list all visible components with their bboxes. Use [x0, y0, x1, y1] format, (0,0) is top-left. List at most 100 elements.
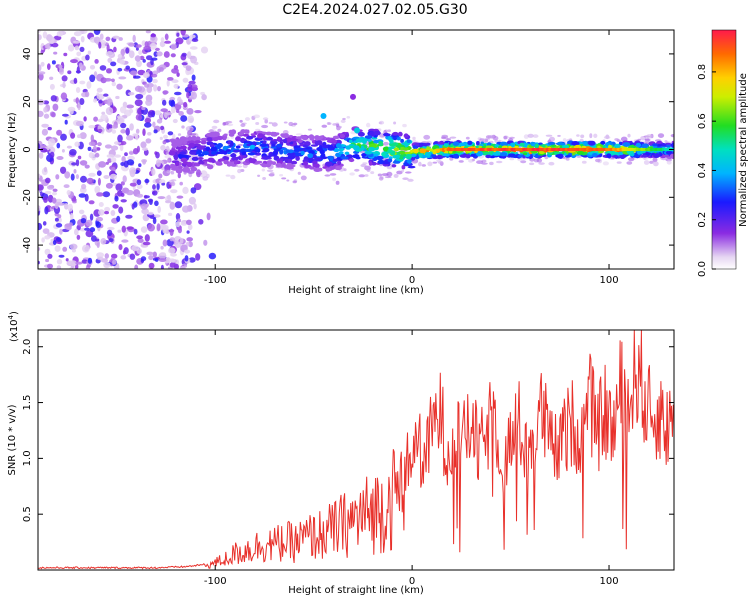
heatmap-ridge-cell [406, 139, 411, 144]
heatmap-noise-cell [90, 134, 95, 143]
heatmap-noise-cell [98, 209, 105, 216]
heatmap-noise-cell [142, 159, 147, 165]
heatmap-halo-cell [360, 163, 367, 168]
heatmap-noise-cell [156, 51, 163, 57]
heatmap-noise-cell [116, 83, 123, 90]
heatmap-ridge-cell [608, 144, 612, 149]
heatmap-noise-cell [141, 106, 146, 111]
heatmap-noise-cell [75, 159, 80, 167]
heatmap-ridge-cell [393, 147, 400, 152]
heatmap-noise-cell [121, 239, 129, 243]
heatmap-ridge-cell [391, 132, 399, 136]
heatmap-noise-cell [142, 147, 148, 151]
heatmap-noise-cell [128, 92, 135, 96]
heatmap-noise-cell [74, 141, 80, 147]
heatmap-halo-cell [213, 119, 220, 124]
heatmap-ridge-cell [315, 140, 323, 146]
heatmap-blob [320, 113, 327, 119]
heatmap-noise-cell [129, 182, 137, 187]
heatmap-ridge-cell [271, 132, 278, 137]
colorbar-tick-label: 0.8 [697, 64, 708, 80]
heatmap-noise-cell [96, 252, 104, 258]
heatmap-noise-cell [153, 129, 158, 134]
heatmap-halo-cell [332, 177, 336, 182]
heatmap-noise-cell [166, 194, 171, 200]
heatmap-halo-cell [202, 176, 209, 181]
heatmap-noise-cell [181, 52, 187, 57]
heatmap-noise-cell [50, 95, 57, 102]
heatmap-noise-cell [104, 144, 112, 149]
heatmap-halo-cell [337, 125, 342, 129]
heatmap-noise-cell [201, 94, 207, 101]
heatmap-halo-cell [168, 182, 174, 185]
heatmap-ridge-cell [352, 154, 360, 159]
heatmap-noise-cell [148, 255, 154, 261]
heatmap-ridge-cell [259, 143, 268, 147]
heatmap-ridge-cell [364, 150, 373, 155]
heatmap-noise-cell [189, 46, 198, 50]
heatmap-noise-cell [41, 237, 45, 243]
heatmap-noise-cell [96, 256, 104, 261]
heatmap-halo-cell [237, 143, 244, 147]
heatmap-ridge-cell [353, 145, 360, 151]
heatmap-noise-cell [94, 59, 99, 64]
heatmap-noise-cell [69, 260, 77, 267]
heatmap-noise-cell [159, 41, 166, 48]
heatmap-ridge-cell [307, 153, 314, 159]
colorbar-tick-label: 0.4 [697, 162, 708, 178]
heatmap-noise-cell [59, 67, 64, 75]
heatmap-halo-cell [602, 161, 610, 166]
heatmap-halo-cell [252, 155, 258, 158]
heatmap-noise-cell [126, 135, 134, 141]
heatmap-noise-cell [47, 253, 53, 259]
heatmap-noise-cell [134, 55, 141, 62]
heatmap-noise-cell [142, 128, 146, 136]
heatmap-noise-cell [125, 47, 130, 54]
heatmap-noise-cell [77, 134, 82, 139]
heatmap-noise-cell [198, 219, 204, 225]
heatmap-noise-cell [67, 44, 75, 52]
heatmap-noise-cell [111, 124, 118, 129]
x-tick-label: -100 [204, 576, 227, 587]
heatmap-ridge-cell [309, 166, 315, 170]
heatmap-noise-cell [159, 136, 163, 140]
heatmap-noise-cell [151, 73, 158, 78]
heatmap-ridge-cell [571, 141, 580, 146]
heatmap-noise-cell [46, 42, 51, 50]
heatmap-noise-cell [38, 173, 41, 179]
heatmap-ridge-cell [669, 153, 674, 159]
heatmap-ridge-cell [476, 152, 481, 156]
heatmap-noise-cell [106, 44, 110, 52]
heatmap-noise-cell [184, 249, 191, 254]
heatmap-noise-cell [105, 182, 113, 189]
heatmap-noise-cell [154, 110, 161, 116]
heatmap-noise-cell [62, 81, 66, 89]
heatmap-noise-cell [66, 189, 71, 196]
snr-x-ticks: -100 0 100 [204, 330, 619, 587]
heatmap-noise-cell [184, 255, 189, 262]
heatmap-noise-cell [142, 59, 146, 63]
heatmap-ridge-cell [197, 157, 204, 160]
heatmap-noise-cell [152, 190, 158, 196]
heatmap-noise-cell [149, 42, 157, 50]
heatmap-noise-cell [61, 75, 68, 82]
heatmap-noise-cell [144, 234, 150, 242]
heatmap-halo-cell [503, 135, 508, 140]
heatmap-ridge-cell [244, 148, 253, 153]
heatmap-halo-cell [562, 138, 567, 143]
heatmap-noise-cell [157, 196, 166, 200]
heatmap-ridge-cell [533, 154, 540, 158]
heatmap-halo-cell [407, 178, 414, 182]
heatmap-noise-cell [112, 204, 119, 209]
heatmap-ridge-cell [534, 143, 539, 149]
heatmap-ridge-cell [401, 165, 406, 170]
heatmap-ridge-cell [277, 158, 284, 162]
colorbar-ticks: 0.0 0.2 0.4 0.6 0.8 [697, 64, 716, 277]
heatmap-noise-cell [142, 241, 151, 246]
heatmap-noise-cell [54, 217, 59, 222]
heatmap-halo-cell [529, 162, 535, 166]
heatmap-halo-cell [378, 176, 384, 181]
heatmap-halo-cell [402, 123, 407, 128]
heatmap-halo-cell [211, 125, 218, 129]
heatmap-ridge-cell [238, 131, 244, 136]
